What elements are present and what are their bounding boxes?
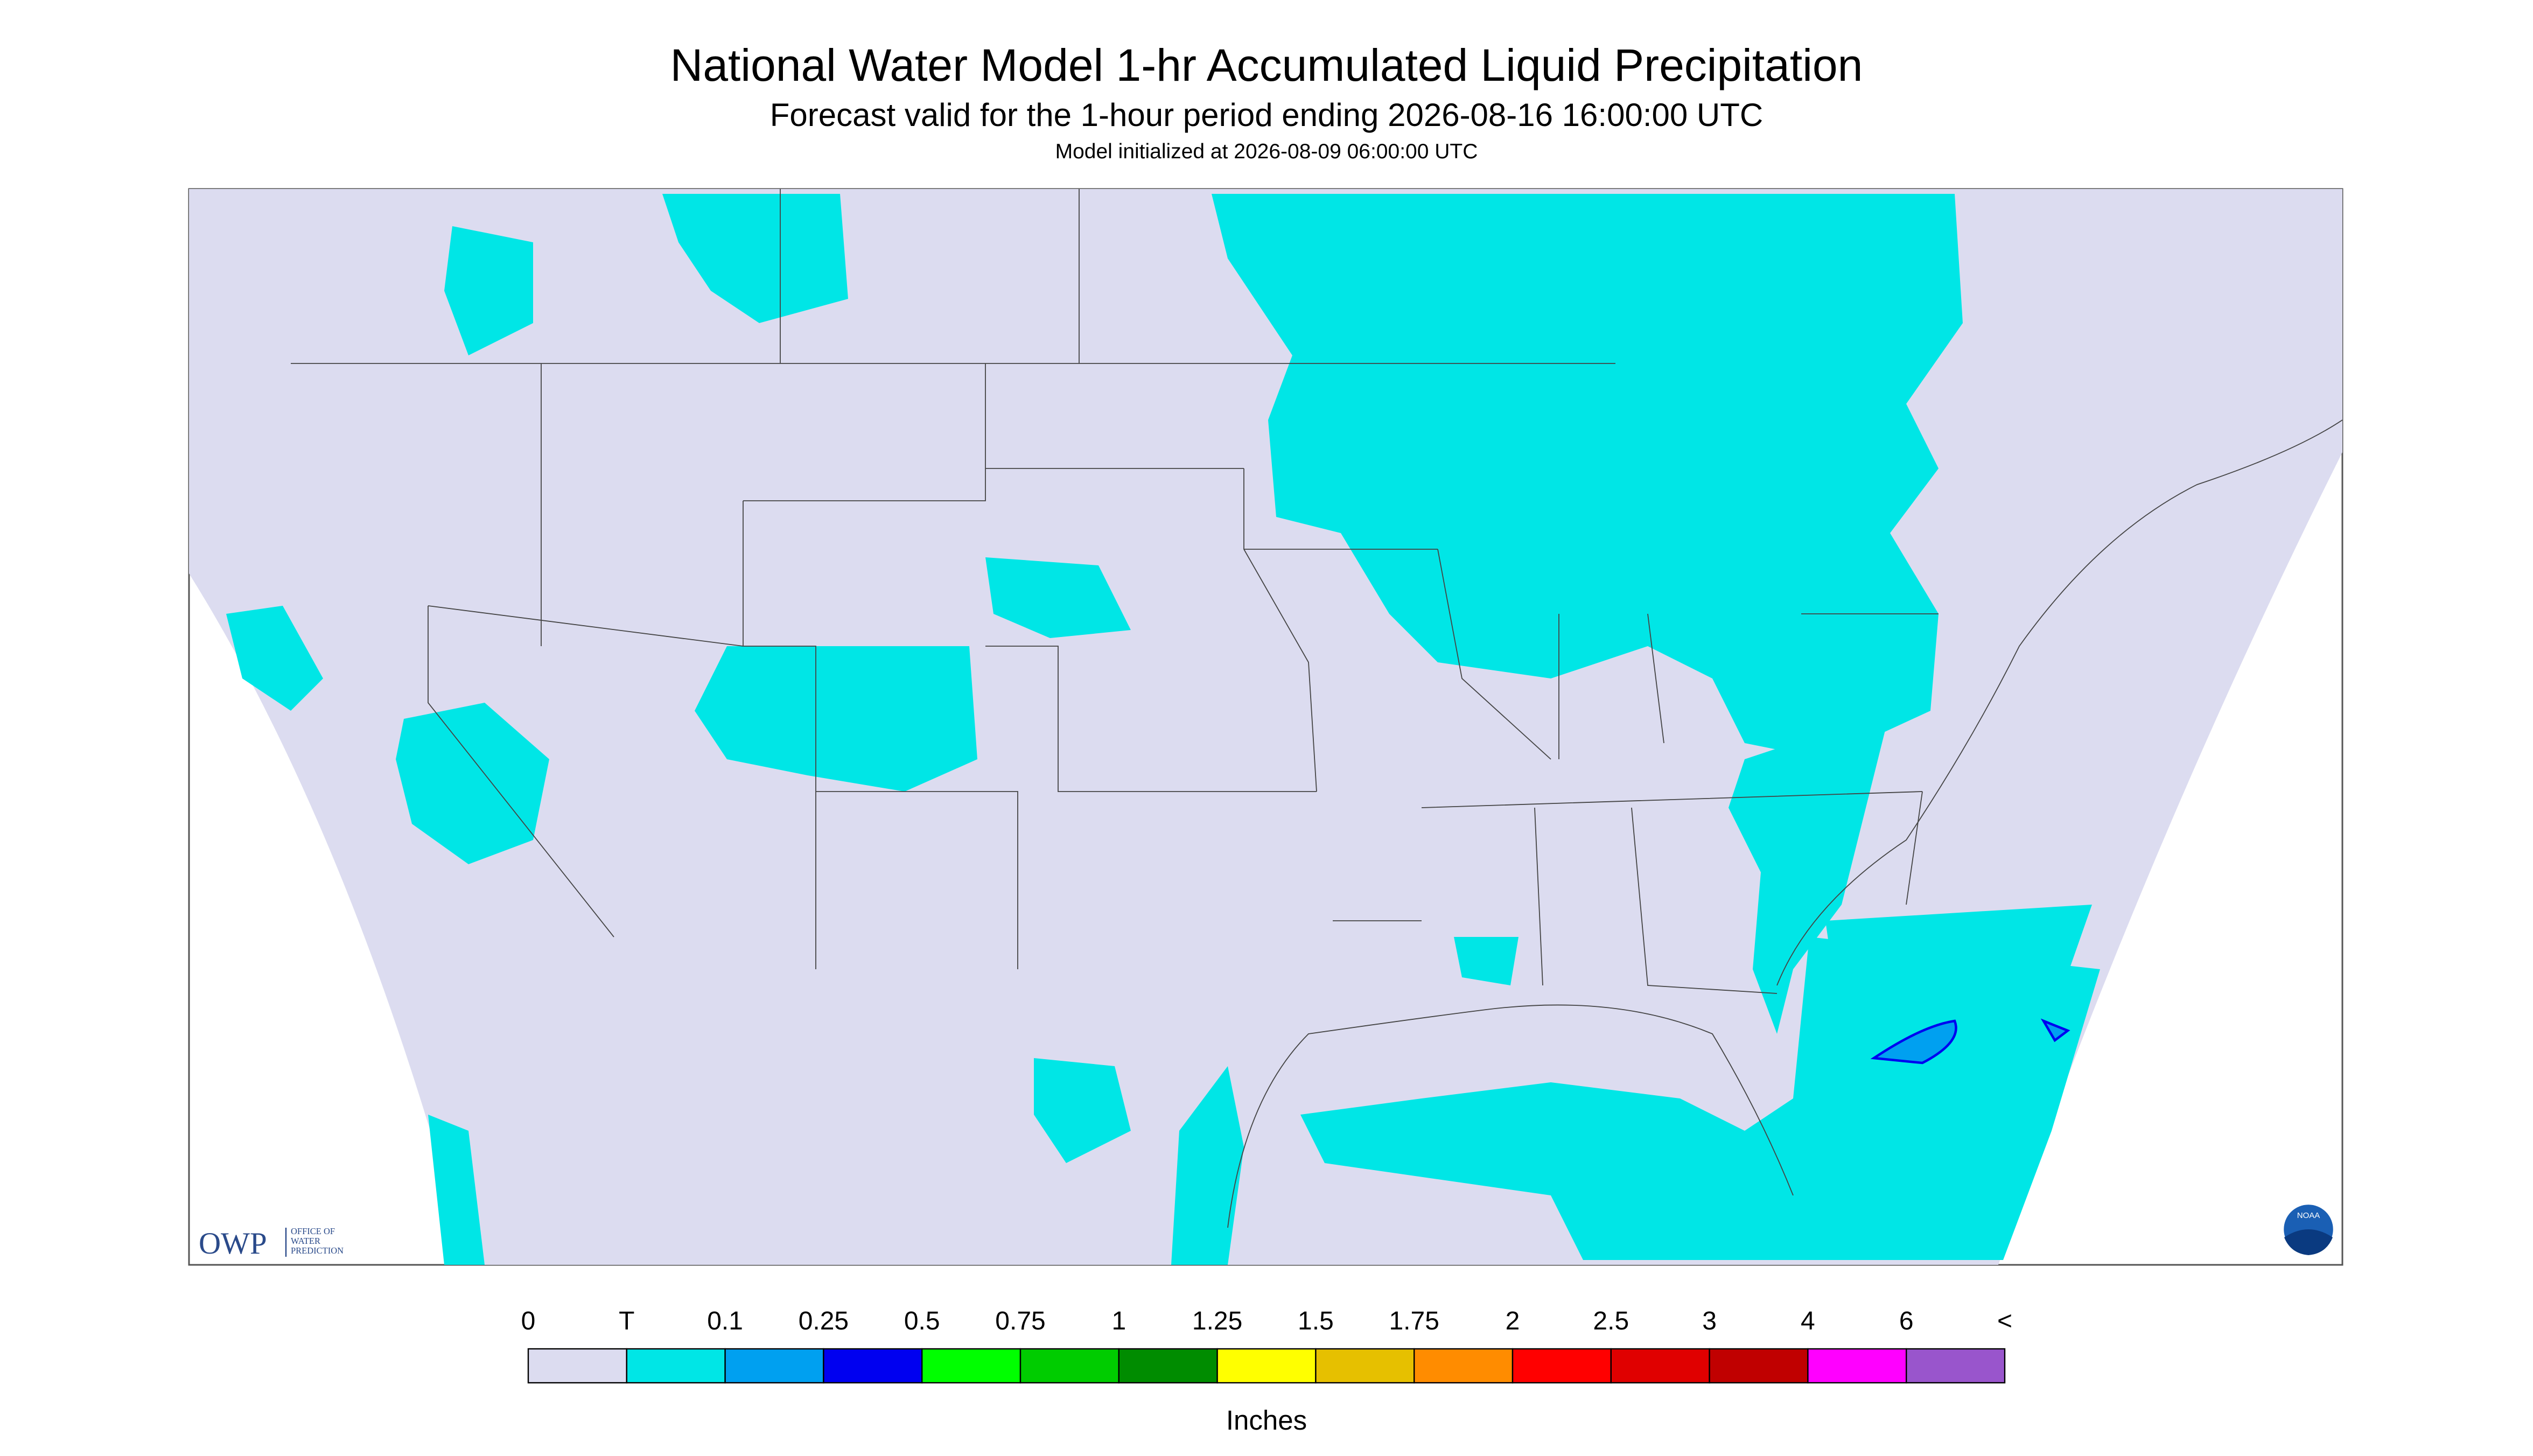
legend-label: 2.5: [1593, 1307, 1629, 1335]
boundaries: [291, 189, 2343, 1228]
legend: 0 T 0.1 0.25 0.5 0.75 1 1.25 1.5 1.75 2 2.5 3 4 6 <: [521, 1307, 2012, 1384]
map: OWP OFFICE OF WATER PREDICTION NOAA: [188, 188, 2343, 1266]
legend-label: 1.25: [1192, 1307, 1242, 1335]
legend-swatch: [1512, 1348, 1612, 1384]
owp-text: WATER: [291, 1236, 320, 1246]
legend-unit: Inches: [1226, 1405, 1307, 1436]
legend-label: 0.1: [707, 1307, 743, 1335]
legend-label: 1.5: [1298, 1307, 1334, 1335]
legend-swatch: [1216, 1348, 1317, 1384]
legend-label: T: [619, 1307, 634, 1335]
legend-label: 0.25: [799, 1307, 849, 1335]
legend-swatch: [1807, 1348, 1907, 1384]
legend-label: 6: [1899, 1307, 1914, 1335]
legend-label: 3: [1702, 1307, 1717, 1335]
legend-swatch: [823, 1348, 923, 1384]
legend-label: 1.75: [1389, 1307, 1439, 1335]
title: National Water Model 1-hr Accumulated Li…: [670, 40, 1863, 90]
noaa-logo: NOAA: [2281, 1202, 2336, 1257]
legend-swatch: [921, 1348, 1021, 1384]
legend-label: 0: [521, 1307, 536, 1335]
owp-text: OFFICE OF: [291, 1226, 335, 1236]
legend-label: 1: [1111, 1307, 1126, 1335]
owp-mark: OWP: [199, 1227, 267, 1261]
legend-swatch: [1709, 1348, 1809, 1384]
legend-swatch: [1315, 1348, 1415, 1384]
heavy-precip: [1870, 1018, 2070, 1065]
legend-swatch: [1414, 1348, 1514, 1384]
legend-label: 0.75: [995, 1307, 1045, 1335]
legend-swatch: [527, 1348, 628, 1384]
legend-swatch: [1905, 1348, 2006, 1384]
legend-label: 2: [1506, 1307, 1520, 1335]
legend-swatch: [1118, 1348, 1218, 1384]
legend-swatch: [1610, 1348, 1710, 1384]
init-time: Model initialized at 2026-08-09 06:00:00…: [1055, 140, 1478, 163]
legend-label: 0.5: [904, 1307, 940, 1335]
legend-swatch: [626, 1348, 726, 1384]
legend-label: 4: [1801, 1307, 1815, 1335]
legend-swatch: [724, 1348, 824, 1384]
noaa-text: NOAA: [2297, 1211, 2320, 1220]
legend-swatch: [1019, 1348, 1120, 1384]
legend-label: <: [1997, 1307, 2012, 1335]
subtitle: Forecast valid for the 1-hour period end…: [770, 97, 1763, 133]
owp-logo: OWP OFFICE OF WATER PREDICTION: [199, 1226, 344, 1261]
owp-text: PREDICTION: [291, 1245, 344, 1256]
